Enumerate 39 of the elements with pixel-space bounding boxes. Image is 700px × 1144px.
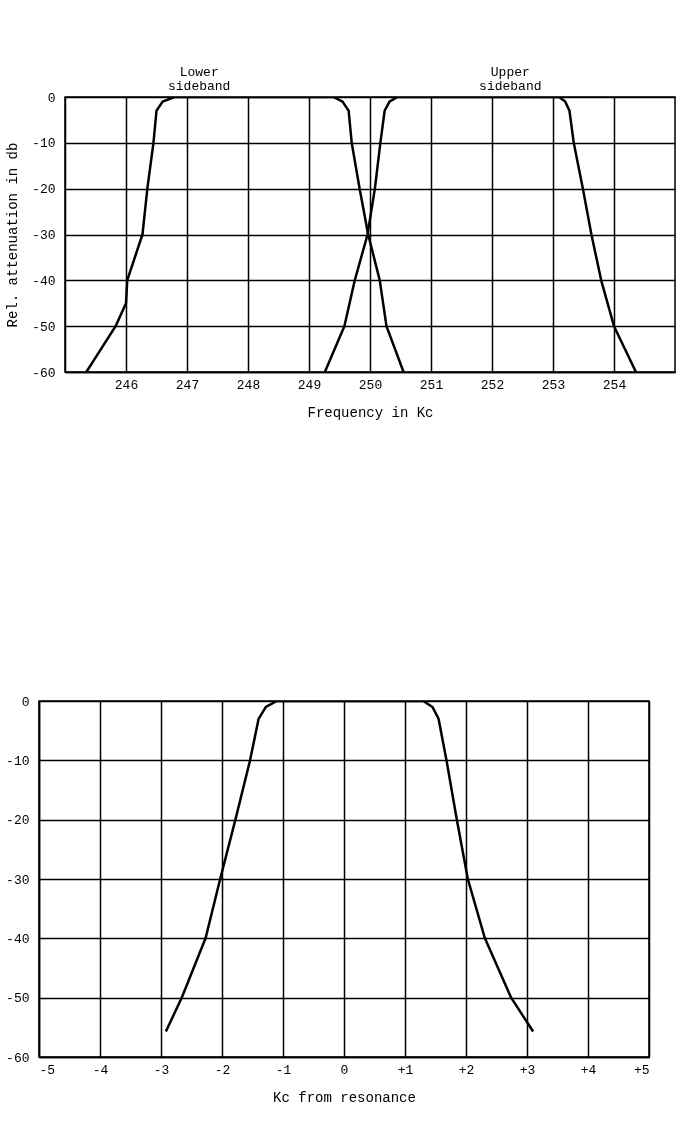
- annotation: Lower sideband: [167, 65, 231, 94]
- y-tick-label: -10: [32, 136, 56, 152]
- x-tick-label: 253: [541, 377, 566, 393]
- x-tick-label: -1: [275, 1062, 292, 1078]
- x-tick-label: 0: [340, 1062, 349, 1078]
- x-axis-title: Frequency in Kc: [307, 404, 434, 421]
- x-tick-label: 246: [114, 377, 139, 393]
- y-tick-label: 0: [21, 694, 30, 710]
- x-tick-label: 251: [419, 377, 444, 393]
- x-tick-label: 247: [175, 377, 200, 393]
- y-tick-label: -30: [6, 872, 30, 888]
- y-tick-label: -20: [6, 813, 30, 829]
- x-tick-label: +4: [580, 1062, 597, 1078]
- annotation: Upper sideband: [479, 65, 542, 94]
- x-tick-label: -3: [153, 1062, 170, 1078]
- y-tick-label: -20: [32, 182, 56, 198]
- x-tick-label: 250: [358, 377, 383, 393]
- y-tick-label: -30: [32, 228, 56, 243]
- x-axis-title: Kc from resonance: [273, 1089, 416, 1106]
- y-tick-label: -50: [32, 319, 56, 335]
- y-tick-label: -60: [32, 365, 56, 381]
- y-axis-title: Rel. attenuation in db: [5, 142, 22, 328]
- x-tick-label: +3: [519, 1062, 536, 1078]
- x-tick-label: -2: [214, 1062, 231, 1078]
- y-tick-label: -10: [6, 753, 30, 769]
- x-tick-label: +2: [458, 1062, 475, 1078]
- y-tick-label: -40: [6, 931, 30, 947]
- y-tick-label: 0: [47, 90, 56, 106]
- x-tick-label: 254: [602, 377, 627, 393]
- x-tick-label: 249: [297, 377, 322, 393]
- y-tick-label: -60: [6, 1050, 30, 1066]
- x-tick-label: +1: [397, 1062, 414, 1078]
- x-tick-label: +5: [633, 1062, 650, 1078]
- x-tick-label: 252: [480, 377, 505, 393]
- x-tick-label: -4: [92, 1062, 109, 1078]
- x-tick-label: -5: [39, 1062, 56, 1078]
- x-tick-label: 248: [236, 377, 261, 393]
- y-tick-label: -40: [32, 273, 56, 289]
- y-tick-label: -50: [6, 991, 30, 1007]
